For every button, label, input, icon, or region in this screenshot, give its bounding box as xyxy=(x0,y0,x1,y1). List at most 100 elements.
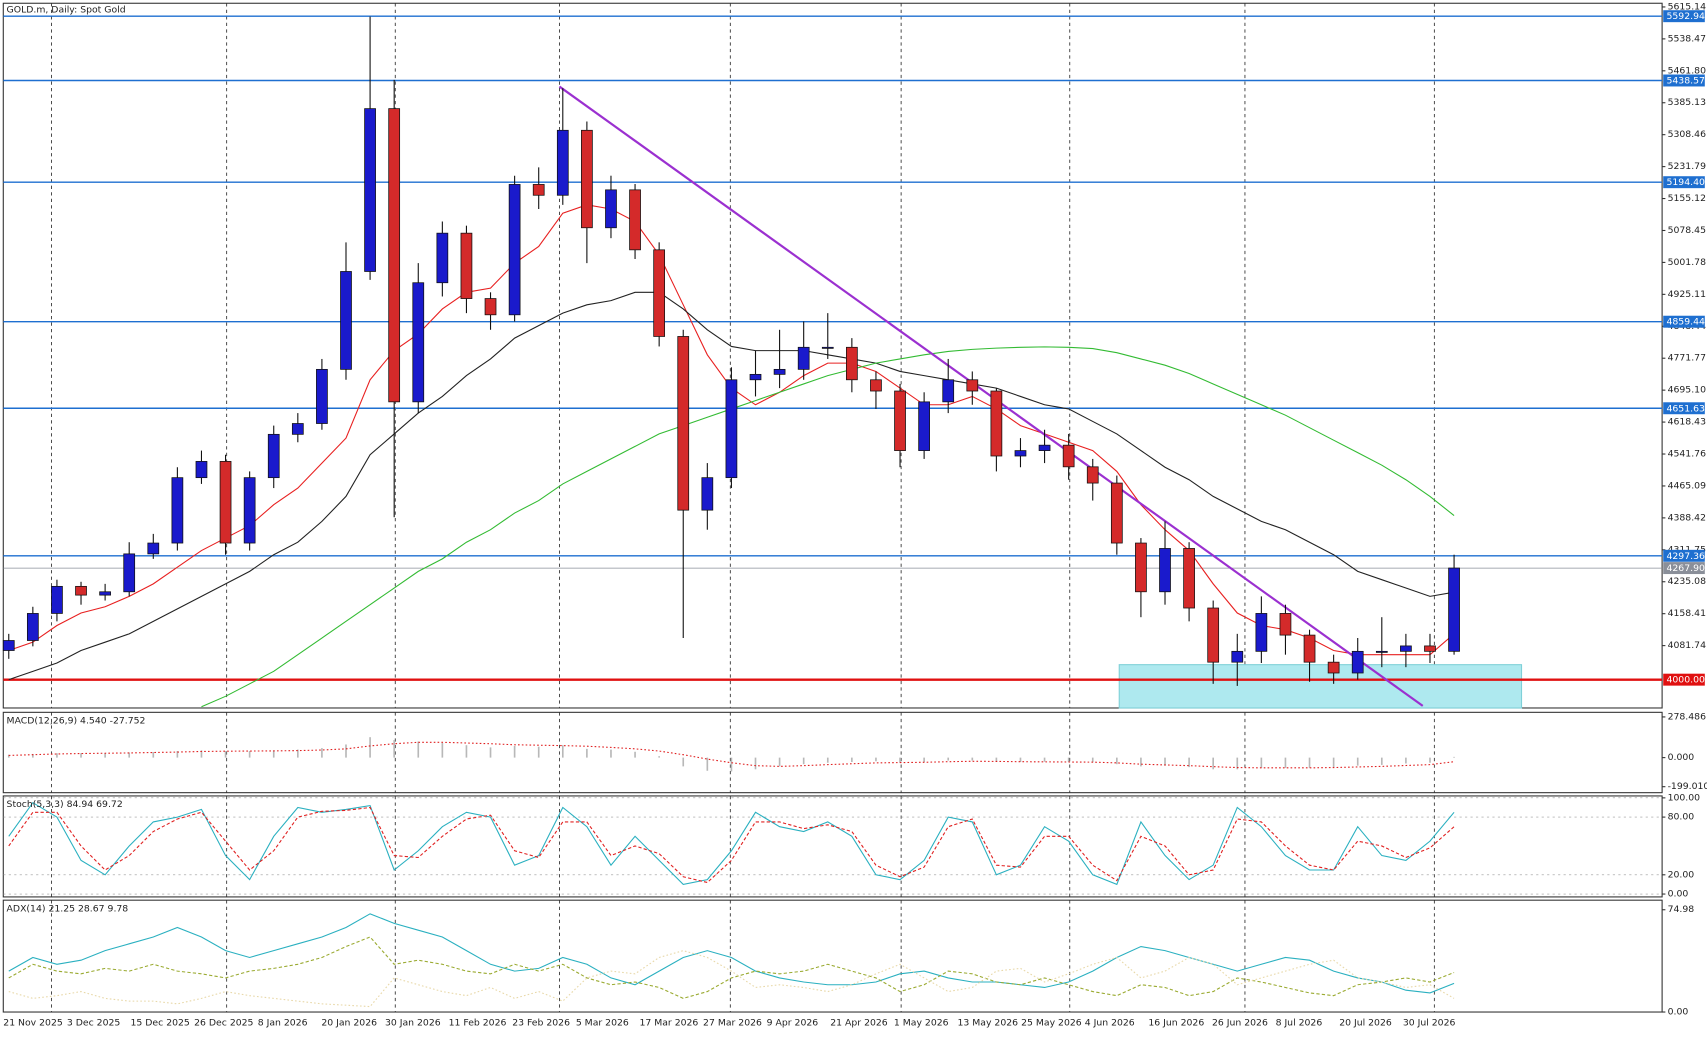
y-tick-label: 278.486 xyxy=(1668,711,1707,722)
indicator-title: MACD(12,26,9) 4.540 -27.752 xyxy=(7,716,146,727)
y-tick-label: 5538.47 xyxy=(1668,33,1707,44)
candle-body xyxy=(797,346,810,370)
candle-body xyxy=(484,298,497,316)
y-tick-label: 0.00 xyxy=(1668,1007,1689,1018)
y-tick-label: 5231.79 xyxy=(1668,161,1707,172)
y-tick-label: 0.00 xyxy=(1668,889,1689,900)
y-tick-label: 4388.42 xyxy=(1668,512,1706,523)
y-tick-label: 4235.08 xyxy=(1668,576,1707,587)
x-tick-label: 13 May 2026 xyxy=(958,1017,1019,1028)
y-tick-label: 20.00 xyxy=(1668,869,1695,880)
y-tick-label: 74.98 xyxy=(1668,904,1695,915)
x-tick-label: 3 Dec 2025 xyxy=(67,1017,121,1028)
candle-body xyxy=(653,249,666,337)
candle-body xyxy=(725,379,738,479)
candle-body xyxy=(1183,548,1195,609)
y-tick-label: 5078.45 xyxy=(1668,225,1707,236)
candle-body xyxy=(845,346,858,381)
y-tick-label: 5385.13 xyxy=(1668,97,1707,108)
level-label-box xyxy=(1663,10,1705,23)
x-tick-label: 23 Feb 2026 xyxy=(512,1017,570,1028)
candle-body xyxy=(171,477,184,544)
candle-body xyxy=(1448,567,1460,652)
panel-frame xyxy=(2,899,1663,1013)
x-tick-label: 25 May 2026 xyxy=(1021,1017,1082,1028)
candle-body xyxy=(75,585,87,596)
candle-body xyxy=(918,401,930,451)
candle-body xyxy=(1424,645,1436,652)
y-tick-label: 5615.14 xyxy=(1668,1,1707,12)
candle-body xyxy=(1351,650,1364,674)
y-tick-label: 4541.76 xyxy=(1668,449,1707,460)
x-tick-label: 9 Apr 2026 xyxy=(767,1017,819,1028)
level-label: 4297.36 xyxy=(1666,551,1705,562)
level-label: 4651.63 xyxy=(1666,403,1705,414)
moving-average xyxy=(201,346,1455,708)
level-label-box xyxy=(1663,673,1705,686)
indicator-title: Stoch(5,3,3) 84.94 69.72 xyxy=(7,799,123,810)
y-tick-label: 4081.74 xyxy=(1668,640,1707,651)
level-label-box xyxy=(1663,74,1705,87)
level-label-box xyxy=(1663,402,1705,415)
panel-frame xyxy=(2,795,1663,898)
candle-body xyxy=(749,373,762,381)
candle-body xyxy=(1327,661,1340,674)
y-tick-label: 4311.75 xyxy=(1668,544,1707,555)
level-label: 4000.00 xyxy=(1666,675,1705,686)
indicator-line xyxy=(8,801,1455,886)
candle-body xyxy=(1207,607,1220,663)
x-tick-label: 4 Jun 2026 xyxy=(1085,1017,1135,1028)
candle-body xyxy=(629,189,641,251)
candle-body xyxy=(773,368,786,375)
candle-body xyxy=(821,346,834,349)
chart-title: GOLD.m, Daily: Spot Gold xyxy=(7,4,126,15)
candle-body xyxy=(340,271,352,370)
level-label: 5194.40 xyxy=(1666,177,1705,188)
candle-body xyxy=(1231,650,1244,663)
candle-body xyxy=(605,189,617,229)
candle-body xyxy=(532,184,545,196)
candle-body xyxy=(2,640,15,651)
candle-body xyxy=(1135,542,1147,593)
level-label: 5592.94 xyxy=(1666,11,1705,22)
y-tick-label: 4618.43 xyxy=(1668,417,1707,428)
x-tick-label: 27 Mar 2026 xyxy=(703,1017,762,1028)
y-tick-label: -199.010 xyxy=(1668,781,1707,792)
candle-body xyxy=(243,477,256,544)
level-label: 4859.44 xyxy=(1666,317,1705,328)
candle-body xyxy=(581,129,593,229)
x-tick-label: 15 Dec 2025 xyxy=(131,1017,190,1028)
candle-body xyxy=(195,461,208,479)
candle-body xyxy=(364,108,376,272)
candle-body xyxy=(267,433,280,479)
candle-body xyxy=(99,591,111,596)
x-tick-label: 17 Mar 2026 xyxy=(639,1017,698,1028)
candle-body xyxy=(966,379,979,392)
indicator-line xyxy=(8,950,1455,1008)
candle-body xyxy=(508,184,521,316)
candle-body xyxy=(388,108,401,403)
y-tick-label: 4771.77 xyxy=(1668,353,1707,364)
x-tick-label: 30 Jul 2026 xyxy=(1403,1017,1456,1028)
y-tick-label: 80.00 xyxy=(1668,812,1695,823)
x-tick-label: 11 Feb 2026 xyxy=(449,1017,507,1028)
x-tick-label: 8 Jul 2026 xyxy=(1276,1017,1323,1028)
y-tick-label: 100.00 xyxy=(1668,792,1701,803)
level-label-box xyxy=(1663,549,1705,562)
candle-body xyxy=(1014,450,1027,457)
x-tick-label: 1 May 2026 xyxy=(894,1017,949,1028)
candle-body xyxy=(1110,482,1123,544)
y-tick-label: 5308.46 xyxy=(1668,129,1707,140)
y-tick-label: 4925.11 xyxy=(1668,289,1707,300)
candle-body xyxy=(894,390,906,451)
candle-body xyxy=(26,613,39,641)
candle-body xyxy=(1038,444,1051,451)
y-tick-label: 5155.12 xyxy=(1668,193,1706,204)
x-tick-label: 20 Jul 2026 xyxy=(1339,1017,1392,1028)
level-label: 4267.90 xyxy=(1666,563,1705,574)
candle-body xyxy=(123,553,136,593)
candle-body xyxy=(1303,634,1316,663)
indicator-line xyxy=(8,936,1455,999)
x-tick-label: 30 Jan 2026 xyxy=(385,1017,441,1028)
